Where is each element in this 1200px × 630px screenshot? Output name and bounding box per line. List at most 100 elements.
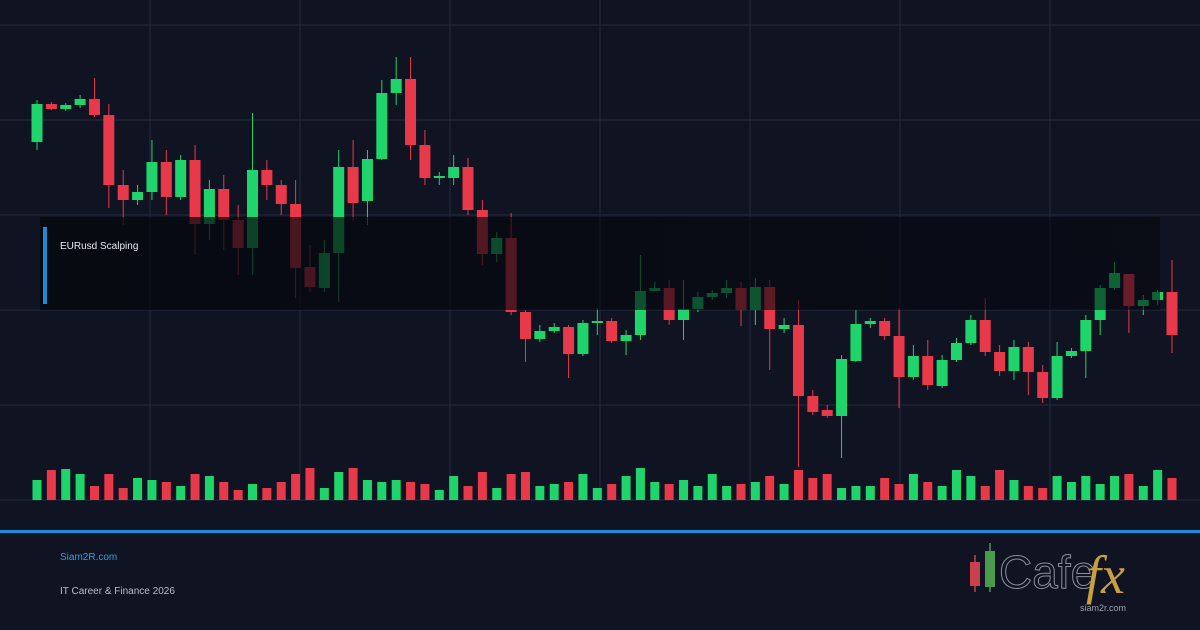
candle-body: [1037, 372, 1049, 398]
volume-bar: [118, 488, 128, 500]
candle-body: [950, 343, 962, 360]
volume-bar: [894, 484, 904, 500]
volume-bar: [133, 478, 143, 500]
candle-body: [893, 336, 905, 377]
candle-body: [405, 79, 417, 145]
volume-bar: [348, 468, 358, 500]
candle-body: [175, 160, 187, 197]
candle-body: [1080, 320, 1092, 351]
volume-bar: [219, 482, 229, 500]
footer-site: Siam2R.com: [60, 552, 117, 563]
volume-bar: [1153, 470, 1163, 500]
volume-bar: [607, 484, 617, 500]
candle-body: [448, 167, 460, 178]
candle-body: [634, 291, 646, 335]
candle-body: [1166, 292, 1178, 335]
candle-body: [247, 170, 259, 248]
volume-bar: [851, 486, 861, 500]
volume-bar: [765, 476, 775, 500]
chart-label: EURusd Scalping: [60, 241, 138, 252]
volume-bar: [1110, 476, 1120, 500]
volume-bar: [679, 480, 689, 500]
candle-body: [850, 324, 862, 361]
volume-bar: [995, 470, 1005, 500]
volume-bar: [147, 480, 157, 500]
volume-bar: [1081, 476, 1091, 500]
candle-body: [548, 327, 560, 331]
volume-bar: [635, 468, 645, 500]
candle-body: [534, 331, 546, 339]
candle-body: [419, 145, 431, 178]
volume-bar: [506, 474, 516, 500]
candle-body: [678, 309, 690, 320]
logo-candle: [970, 562, 980, 586]
candle-body: [45, 104, 57, 109]
volume-bar: [520, 472, 530, 500]
volume-bar: [966, 476, 976, 500]
volume-bar: [362, 480, 372, 500]
volume-bar: [535, 486, 545, 500]
candle-body: [261, 170, 273, 185]
volume-bar: [1124, 474, 1134, 500]
volume-bar: [664, 484, 674, 500]
candle-body: [31, 104, 43, 142]
footer-tagline: IT Career & Finance 2026: [60, 586, 175, 597]
candle-body: [1022, 347, 1034, 372]
volume-bar: [434, 490, 444, 500]
candle-body: [390, 79, 402, 93]
candle-body: [864, 321, 876, 324]
volume-bar: [722, 486, 732, 500]
volume-bar: [937, 486, 947, 500]
volume-bar: [707, 474, 717, 500]
volume-bar: [578, 474, 588, 500]
volume-bar: [32, 480, 42, 500]
volume-bar: [276, 482, 286, 500]
candle-body: [203, 189, 215, 224]
volume-bar: [477, 472, 487, 500]
volume-bar: [1167, 478, 1177, 500]
volume-bar: [291, 474, 301, 500]
volume-bar: [319, 488, 329, 500]
volume-bar: [1038, 488, 1048, 500]
volume-bar: [334, 472, 344, 500]
volume-bar: [391, 480, 401, 500]
volume-bar: [190, 474, 200, 500]
volume-bar: [1023, 486, 1033, 500]
volume-bar: [46, 470, 56, 500]
volume-bar: [305, 468, 315, 500]
volume-bar: [233, 490, 243, 500]
volume-bar: [262, 488, 272, 500]
label-panel: [40, 217, 1160, 310]
logo-url: siam2r.com: [1080, 603, 1126, 613]
candle-body: [778, 325, 790, 329]
volume-bar: [880, 478, 890, 500]
volume-bar: [779, 484, 789, 500]
candle-body: [433, 176, 445, 178]
volume-bar: [908, 474, 918, 500]
candle-body: [907, 356, 919, 377]
candle-body: [189, 160, 201, 224]
volume-bar: [1066, 482, 1076, 500]
candle-body: [606, 321, 618, 341]
logo-word: Cafe: [999, 546, 1096, 598]
volume-bar: [204, 476, 214, 500]
volume-bar: [1095, 484, 1105, 500]
candle-body: [361, 159, 373, 201]
candle-body: [347, 167, 359, 203]
volume-bar: [75, 474, 85, 500]
volume-bar: [808, 478, 818, 500]
candle-body: [60, 105, 72, 109]
logo: Cafe fx siam2r.com: [970, 543, 1126, 613]
candle-body: [103, 115, 115, 185]
volume-bar: [463, 486, 473, 500]
candle-body: [994, 352, 1006, 371]
volume-bar: [420, 484, 430, 500]
volume-bar: [549, 484, 559, 500]
candle-body: [333, 167, 345, 253]
candle-body: [807, 396, 819, 412]
volume-bar: [1138, 486, 1148, 500]
candle-body: [88, 99, 100, 115]
candle-body: [519, 312, 531, 339]
candle-body: [1065, 351, 1077, 356]
